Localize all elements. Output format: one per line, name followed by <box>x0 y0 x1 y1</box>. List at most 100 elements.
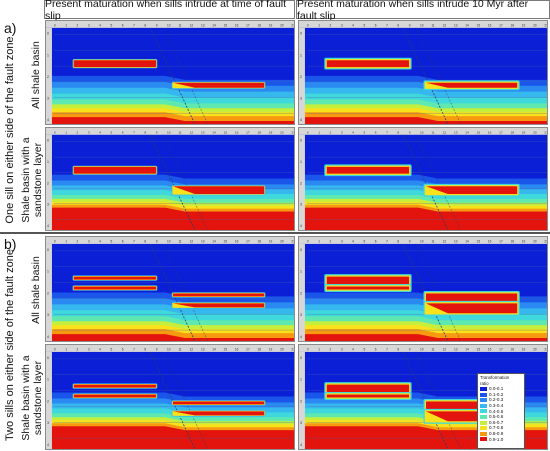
x-tick-label: 14 <box>212 130 216 134</box>
x-tick-label: 8 <box>397 23 399 27</box>
depth-tick-label: 3 <box>300 96 302 100</box>
x-tick-label: 15 <box>477 130 481 134</box>
x-tick-label: 0 <box>54 239 56 243</box>
left-ruler <box>299 134 305 230</box>
panel-graphic: 012345678910111213141516171819202101234 <box>46 128 294 230</box>
sill-body <box>73 384 157 388</box>
x-tick-label: 9 <box>156 239 158 243</box>
x-tick-label: 11 <box>431 23 435 27</box>
sill-body <box>172 411 265 416</box>
depth-tick-label: 3 <box>300 203 302 207</box>
legend-item: 0.8-0.9 <box>480 431 522 437</box>
x-tick-label: 8 <box>144 347 146 351</box>
sill-body <box>425 293 518 306</box>
legend-label: 0.2-0.3 <box>489 397 504 403</box>
x-tick-label: 4 <box>99 23 101 27</box>
depth-tick-label: 1 <box>300 378 302 382</box>
x-tick-label: 21 <box>291 347 294 351</box>
x-tick-label: 21 <box>291 23 294 27</box>
x-tick-label: 20 <box>533 130 537 134</box>
x-tick-label: 19 <box>522 130 526 134</box>
section-a-row1-label: All shale basin <box>30 41 42 109</box>
depth-tick-label: 3 <box>47 421 49 425</box>
x-tick-label: 14 <box>212 23 216 27</box>
panel-graphic: 012345678910111213141516171819202101234 <box>299 237 547 341</box>
x-tick-label: 11 <box>178 347 182 351</box>
x-tick-label: 19 <box>269 130 273 134</box>
x-tick-label: 21 <box>291 130 294 134</box>
legend-swatch <box>480 437 487 442</box>
x-tick-label: 14 <box>465 23 469 27</box>
x-tick-label: 7 <box>386 347 388 351</box>
sill-body <box>172 303 265 308</box>
legend-swatch <box>480 403 487 408</box>
x-tick-label: 13 <box>201 347 205 351</box>
x-tick-label: 2 <box>330 130 332 134</box>
legend-label: 0.5-0.6 <box>489 414 504 420</box>
x-tick-label: 10 <box>167 23 171 27</box>
depth-tick-label: 0 <box>47 32 49 36</box>
right-upper-sill <box>171 292 266 298</box>
x-tick-label: 9 <box>156 130 158 134</box>
x-tick-label: 13 <box>454 23 458 27</box>
x-tick-label: 12 <box>190 347 194 351</box>
legend-item: 0.3-0.4 <box>480 403 522 409</box>
left-ruler <box>46 134 52 230</box>
x-tick-label: 3 <box>341 23 343 27</box>
x-tick-label: 7 <box>133 130 135 134</box>
x-tick-label: 16 <box>488 23 492 27</box>
x-tick-label: 12 <box>443 23 447 27</box>
x-tick-label: 10 <box>420 23 424 27</box>
x-tick-label: 10 <box>167 239 171 243</box>
x-tick-label: 13 <box>201 23 205 27</box>
panel-graphic: 012345678910111213141516171819202101234 <box>46 345 294 449</box>
x-tick-label: 3 <box>88 239 90 243</box>
x-tick-label: 8 <box>397 130 399 134</box>
column-header-intrude-at-fault-slip: Present maturation when sills intrude at… <box>44 0 295 22</box>
x-tick-label: 12 <box>190 23 194 27</box>
x-tick-label: 0 <box>307 130 309 134</box>
x-tick-label: 15 <box>477 347 481 351</box>
x-tick-label: 6 <box>375 239 377 243</box>
x-tick-label: 12 <box>190 130 194 134</box>
top-ruler <box>299 345 547 352</box>
section-b-row2-label-line1: Shale basin with a <box>20 355 32 441</box>
left-sill <box>324 57 412 70</box>
x-tick-label: 4 <box>99 347 101 351</box>
x-tick-label: 11 <box>431 239 435 243</box>
x-tick-label: 6 <box>375 130 377 134</box>
x-tick-label: 2 <box>330 239 332 243</box>
x-tick-label: 10 <box>167 347 171 351</box>
x-tick-label: 16 <box>235 130 239 134</box>
legend-item: 0.9-1.0 <box>480 437 522 443</box>
x-tick-label: 15 <box>224 130 228 134</box>
depth-tick-label: 0 <box>47 356 49 360</box>
x-tick-label: 15 <box>477 239 481 243</box>
left-ruler <box>299 27 305 124</box>
left-upper-sill <box>324 382 412 396</box>
right-sill <box>423 183 520 197</box>
x-tick-label: 10 <box>420 130 424 134</box>
sill-body <box>425 82 518 88</box>
x-tick-label: 20 <box>533 347 537 351</box>
top-ruler <box>46 128 294 135</box>
sill-body <box>326 60 410 68</box>
depth-tick-label: 4 <box>300 335 302 339</box>
section-a-row2-label-line2: sandstone layer <box>32 142 44 218</box>
x-tick-label: 19 <box>522 23 526 27</box>
x-tick-label: 19 <box>522 347 526 351</box>
legend-swatch <box>480 414 487 419</box>
x-tick-label: 4 <box>99 130 101 134</box>
x-tick-label: 21 <box>291 239 294 243</box>
x-tick-label: 17 <box>499 239 503 243</box>
top-ruler <box>46 237 294 244</box>
x-tick-label: 20 <box>533 23 537 27</box>
x-tick-label: 6 <box>122 239 124 243</box>
top-ruler <box>299 237 547 244</box>
x-tick-label: 2 <box>330 23 332 27</box>
x-tick-label: 1 <box>318 239 320 243</box>
legend-label: 0.4-0.5 <box>489 408 504 414</box>
section-a-row2-label: Shale basin with a sandstone layer <box>20 137 44 222</box>
x-tick-label: 6 <box>375 347 377 351</box>
x-tick-label: 18 <box>257 347 261 351</box>
